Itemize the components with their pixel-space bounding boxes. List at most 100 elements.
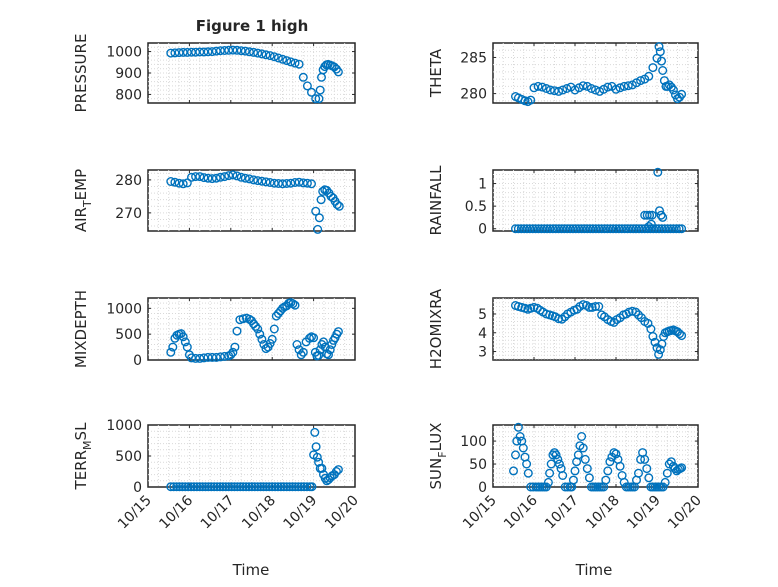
data-point [186,47,196,57]
data-point [203,352,213,362]
data-point [288,482,298,492]
data-point [269,52,279,62]
data-point [666,457,676,467]
data-point [623,81,633,91]
data-point [200,482,210,492]
data-point [178,332,188,342]
data-point [285,482,295,492]
data-point [315,85,325,95]
data-point [597,224,607,234]
data-point [310,427,320,437]
y-tick-label: 0.5 [465,199,487,215]
data-point [282,482,292,492]
data-point [333,465,343,475]
data-point [189,482,199,492]
data-point [294,59,304,69]
data-point [594,224,604,234]
data-point [513,422,523,432]
data-point [227,482,237,492]
data-point [324,350,334,360]
data-point [580,454,590,464]
data-point [677,331,687,341]
data-point [212,482,222,492]
y-axis-label: MIXDEPTH [72,290,90,368]
data-point [232,482,242,492]
data-point [572,304,582,314]
y-tick-label: 500 [115,449,142,465]
data-point [548,450,558,460]
data-point [307,87,317,97]
data-point [584,302,594,312]
data-point [557,224,567,234]
data-point [528,482,538,492]
data-point [333,327,343,337]
data-point [192,482,202,492]
data-point [511,450,521,460]
data-point [191,353,201,363]
data-point [655,47,665,57]
data-point [311,206,321,216]
data-point [211,352,221,362]
data-point [250,482,260,492]
data-point [645,224,655,234]
data-point [170,48,180,58]
data-point [660,477,670,487]
data-point [191,172,201,182]
data-point [615,83,625,93]
data-point [511,224,521,234]
data-point [548,224,558,234]
data-point [292,340,302,350]
data-point [232,171,242,181]
data-point [269,178,279,188]
data-point [286,178,296,188]
data-point [180,482,190,492]
data-point [318,186,328,196]
data-point [582,464,592,474]
y-axis-label: AIRTEMP [72,169,94,232]
data-point [522,224,532,234]
x-axis-label-left: Time [232,561,270,579]
data-point [293,482,303,492]
data-point [278,54,288,64]
data-point [614,224,624,234]
data-point [236,46,246,56]
data-point [322,185,332,195]
y-tick-label: 285 [460,50,487,66]
data-point [199,173,209,183]
data-point [526,95,536,105]
y-tick-label: 3 [478,345,487,361]
data-point [229,482,239,492]
data-point [628,224,638,234]
data-point [554,224,564,234]
data-point [186,172,196,182]
data-point [619,81,629,91]
data-point [528,224,538,234]
data-point [270,482,280,492]
data-point [253,48,263,58]
data-point [224,171,234,181]
y-tick-label: 5 [478,307,487,323]
data-point [244,174,254,184]
data-point [218,482,228,492]
subplot-h2omixra: 3 4 5 H2OMIXRA [427,288,699,369]
data-point [232,326,242,336]
subplot-terr: 0 500 1000 TERRMSL [72,418,356,496]
data-point [253,176,263,186]
data-point [224,45,234,55]
data-point [257,176,267,186]
data-point [195,172,205,182]
data-point [313,224,323,234]
data-point [298,72,308,82]
data-point [554,459,564,469]
data-point [256,482,266,492]
data-point [648,63,658,73]
data-point [325,345,335,355]
data-point [574,224,584,234]
data-point [166,347,176,357]
data-point [642,464,652,474]
data-point [174,482,184,492]
data-point [265,177,275,187]
data-point [605,457,615,467]
data-point [240,46,250,56]
data-point [654,349,664,359]
